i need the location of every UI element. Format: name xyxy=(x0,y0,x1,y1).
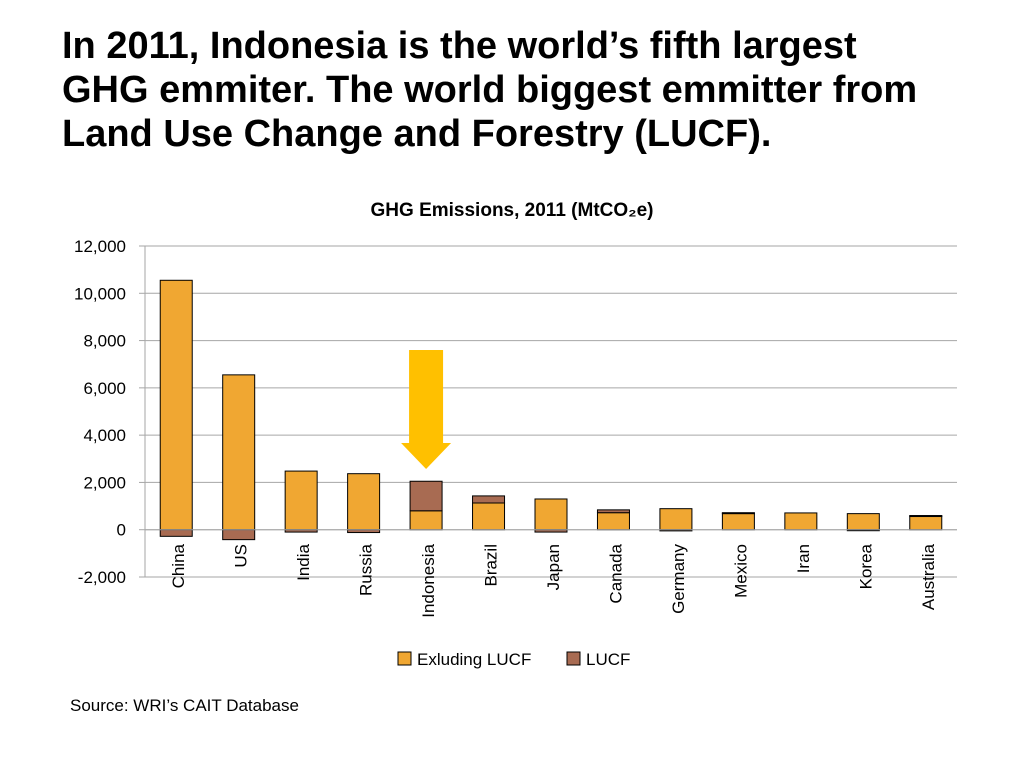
legend: Exluding LUCF LUCF xyxy=(397,650,630,669)
bar-germany-excluding-lucf xyxy=(659,508,693,531)
bar-mexico-lucf xyxy=(721,512,755,515)
bar-indonesia-lucf xyxy=(409,480,443,512)
x-tick-label-us: US xyxy=(232,544,251,568)
y-tick-label: 0 xyxy=(117,521,126,540)
x-tick-label-russia: Russia xyxy=(357,543,376,596)
y-axis-ticks: -2,000 0 2,000 4,000 6,000 8,000 10,000 12,000 xyxy=(74,237,126,587)
bar-mexico-excluding-lucf xyxy=(721,512,755,531)
y-tick-label: 4,000 xyxy=(83,426,126,445)
bar-brazil-excluding-lucf xyxy=(472,502,506,531)
chart-title: GHG Emissions, 2011 (MtCO₂e) xyxy=(371,200,654,221)
source-note: Source: WRI’s CAIT Database xyxy=(70,696,299,715)
x-axis-ticks: China US India Russia Indonesia Brazil Japan Ca… xyxy=(169,543,938,617)
bar-australia-excluding-lucf xyxy=(909,515,943,531)
x-tick-label-germany: Germany xyxy=(669,544,688,614)
headline-line-2: GHG emmiter. The world biggest emmitter … xyxy=(62,69,918,111)
legend-swatch-excluding-lucf xyxy=(397,651,412,666)
x-tick-label-india: India xyxy=(294,543,313,580)
bar-china-lucf xyxy=(159,529,193,537)
x-tick-label-mexico: Mexico xyxy=(731,544,750,598)
bar-korea-excluding-lucf xyxy=(846,513,880,531)
x-tick-label-korea: Korea xyxy=(856,543,875,589)
legend-swatch-lucf xyxy=(566,651,581,666)
bar-india-excluding-lucf xyxy=(284,470,318,531)
x-tick-label-brazil: Brazil xyxy=(482,544,501,587)
x-tick-label-japan: Japan xyxy=(544,544,563,590)
y-tick-label: 12,000 xyxy=(74,237,126,256)
y-tick-label: 2,000 xyxy=(83,473,126,492)
headline-line-1: In 2011, Indonesia is the world’s fifth … xyxy=(62,25,857,67)
y-tick-label: 6,000 xyxy=(83,379,126,398)
slide-headline: In 2011, Indonesia is the world’s fifth … xyxy=(62,24,1002,156)
y-tick-label: 10,000 xyxy=(74,284,126,303)
highlight-arrow xyxy=(401,350,452,469)
bar-indonesia-excluding-lucf xyxy=(409,510,443,531)
y-tick-label: 8,000 xyxy=(83,332,126,351)
down-arrow-icon xyxy=(401,350,452,469)
bar-us-lucf xyxy=(222,529,256,541)
legend-label-excluding-lucf: Exluding LUCF xyxy=(417,650,531,669)
bar-iran-excluding-lucf xyxy=(784,512,818,531)
bar-china-excluding-lucf xyxy=(159,279,193,531)
bar-brazil-lucf xyxy=(472,495,506,504)
y-tick-label: -2,000 xyxy=(78,568,126,587)
x-tick-label-china: China xyxy=(169,543,188,588)
headline-line-3: Land Use Change and Forestry (LUCF). xyxy=(62,113,772,155)
x-tick-label-iran: Iran xyxy=(794,544,813,573)
bar-japan-excluding-lucf xyxy=(534,498,568,531)
bar-australia-lucf xyxy=(909,515,943,518)
legend-label-lucf: LUCF xyxy=(586,650,630,669)
bar-us-excluding-lucf xyxy=(222,374,256,531)
bar-canada-excluding-lucf xyxy=(596,512,630,531)
x-tick-label-australia: Australia xyxy=(919,543,938,610)
x-tick-label-indonesia: Indonesia xyxy=(419,543,438,617)
bar-canada-lucf xyxy=(596,509,630,514)
bars xyxy=(145,279,957,541)
bar-russia-excluding-lucf xyxy=(347,473,381,531)
x-tick-label-canada: Canada xyxy=(606,543,625,603)
